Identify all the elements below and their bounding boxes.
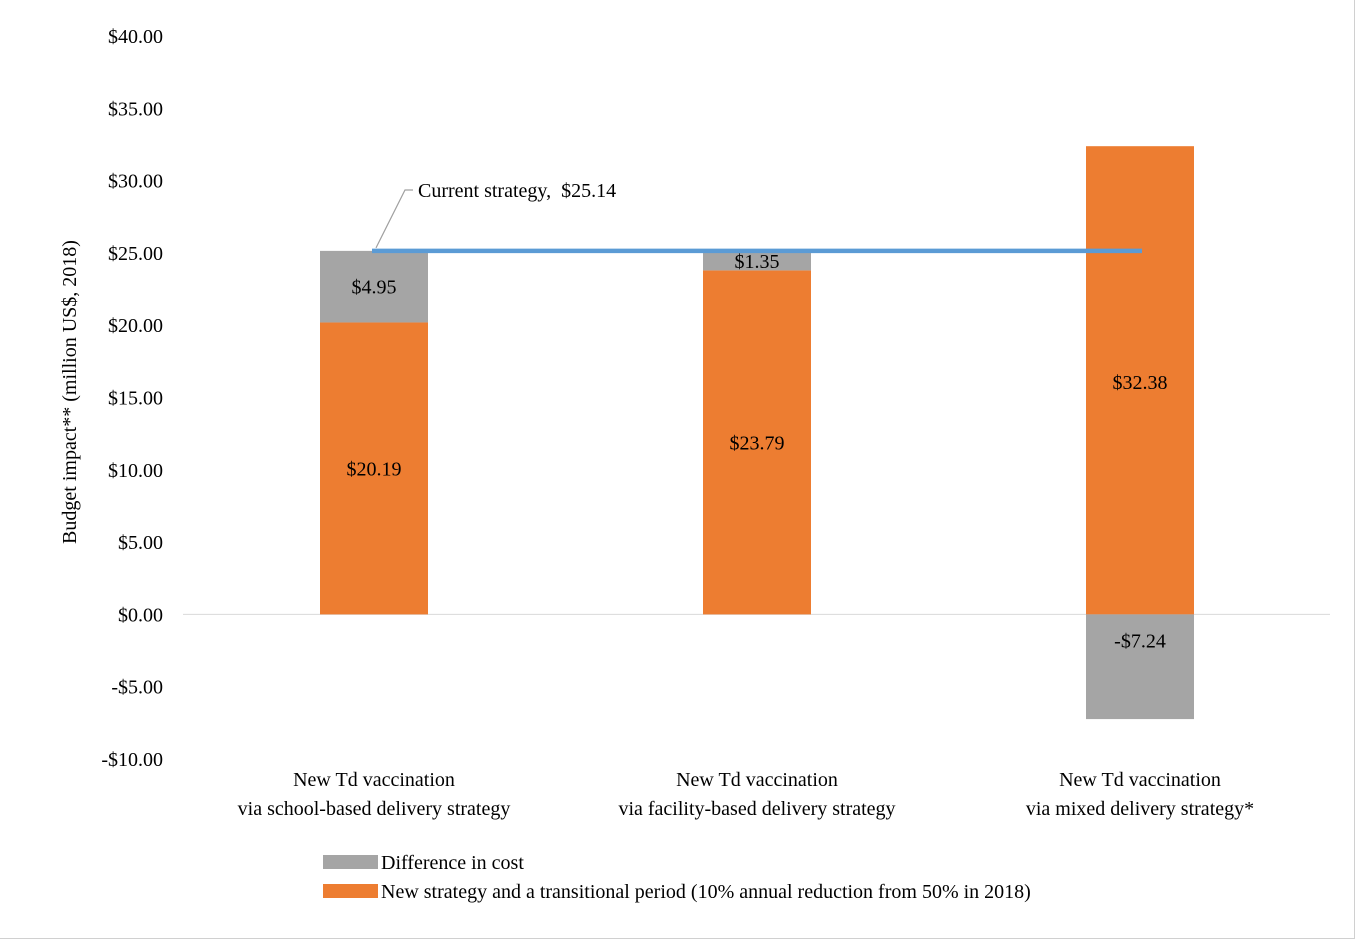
bars [320,146,1194,720]
y-tick-label: $35.00 [108,98,163,120]
bar-difference-in-cost [1086,614,1194,720]
bar-data-label: -$7.24 [1114,630,1166,652]
bar-difference-in-cost [703,250,811,271]
bar-data-label: $23.79 [730,432,785,454]
current-strategy-label: Current strategy, $25.14 [418,180,616,202]
bar-data-label: $1.35 [735,251,780,273]
y-tick-label: $40.00 [108,26,163,48]
bar-data-label: $20.19 [347,458,402,480]
bar-data-labels: $20.19 $23.79 $32.38 $4.95 $1.35 -$7.24 [347,251,1168,653]
legend-label: Difference in cost [381,852,524,874]
x-axis-category-labels: New Td vaccination via school-based deliv… [238,769,1254,820]
bar-new-strategy [320,322,428,615]
bar-new-strategy [1086,146,1194,615]
y-tick-label: $30.00 [108,171,163,193]
legend-swatch [323,855,378,869]
legend: Difference in cost New strategy and a tra… [323,852,1031,903]
y-tick-label: $15.00 [108,388,163,410]
y-tick-label: $20.00 [108,315,163,337]
current-strategy-line: Current strategy, $25.14 [372,180,1142,254]
bar-data-label: $32.38 [1113,372,1168,394]
y-axis-title: Budget impact** (million US$, 2018) [59,240,81,544]
y-tick-label: -$5.00 [111,677,163,699]
y-tick-label: -$10.00 [101,749,163,771]
y-tick-label: $10.00 [108,460,163,482]
y-tick-label: $0.00 [118,604,163,626]
bar-difference-in-cost [320,250,428,323]
x-category-label: New Td vaccination via facility-based del… [618,769,895,820]
legend-swatch [323,884,378,898]
y-tick-label: $25.00 [108,243,163,265]
current-strategy-leader-line [375,189,413,249]
y-axis-ticks: -$10.00 -$5.00 $0.00 $5.00 $10.00 $15.00 $20.0… [101,26,163,771]
x-category-label: New Td vaccination via mixed delivery str… [1026,769,1254,820]
x-category-label: New Td vaccination via school-based deliv… [238,769,511,820]
legend-label: New strategy and a transitional period (… [381,881,1031,903]
bar-new-strategy [703,270,811,615]
bar-data-label: $4.95 [352,277,397,299]
y-tick-label: $5.00 [118,532,163,554]
